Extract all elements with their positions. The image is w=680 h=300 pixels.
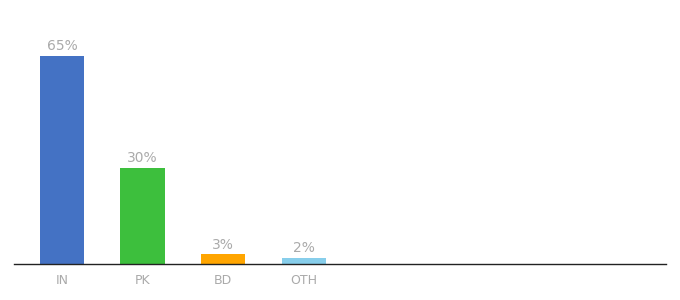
Text: 2%: 2% bbox=[293, 241, 315, 255]
Text: 30%: 30% bbox=[127, 152, 158, 165]
Bar bbox=[120, 168, 165, 264]
Bar bbox=[282, 258, 326, 264]
Bar bbox=[40, 56, 84, 264]
Text: 65%: 65% bbox=[47, 39, 78, 53]
Bar bbox=[201, 254, 245, 264]
Text: 3%: 3% bbox=[212, 238, 234, 252]
